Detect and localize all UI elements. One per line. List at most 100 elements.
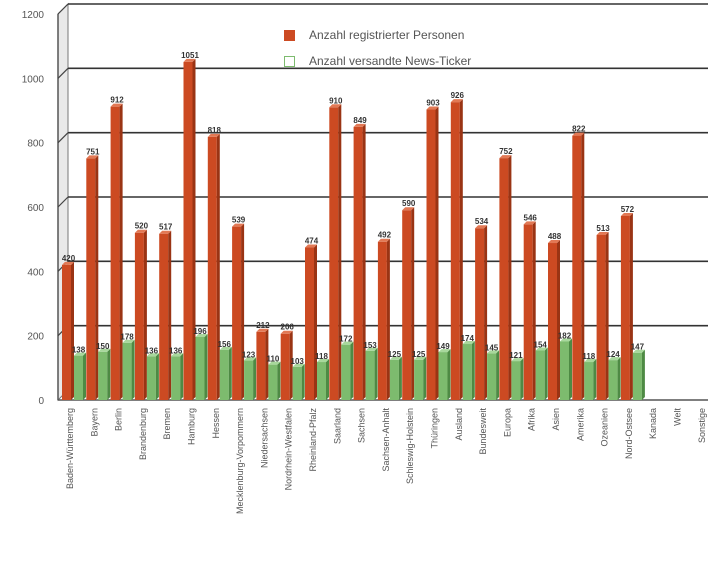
x-tick-label: Nord-Ostsee: [624, 408, 634, 459]
bar-tickers-side: [131, 339, 135, 400]
bar-registered-top: [353, 123, 366, 127]
bar-registered: [232, 226, 242, 400]
bar-label-tickers: 149: [436, 342, 450, 351]
bar-registered-top: [450, 99, 463, 103]
bar-tickers-side: [447, 349, 451, 400]
bar-registered: [475, 228, 485, 400]
gridline-wall: [57, 196, 69, 208]
bar-registered-top: [110, 103, 123, 107]
bar-registered-top: [499, 155, 512, 159]
bar-tickers-top: [584, 359, 597, 363]
bar-label-tickers: 174: [461, 334, 475, 343]
bar-registered-top: [232, 223, 245, 227]
bar-label-tickers: 136: [169, 346, 183, 355]
gridline-wall: [57, 3, 69, 15]
bar-tickers-side: [471, 341, 475, 400]
bar-registered: [329, 107, 339, 401]
bar-registered-top: [256, 328, 269, 332]
bar-tickers: [244, 360, 254, 400]
bar-tickers: [632, 352, 642, 400]
bar-registered-top: [134, 229, 147, 233]
bar-label-tickers: 136: [145, 346, 159, 355]
bar-registered-side: [532, 221, 536, 400]
y-tick-label: 0: [38, 396, 44, 407]
gridline-wall: [57, 67, 69, 79]
bar-tickers-side: [301, 363, 305, 400]
bar-registered-side: [168, 230, 172, 400]
y-tick-label: 1000: [22, 74, 45, 85]
bar-tickers-side: [374, 347, 378, 400]
y-tick-label: 400: [27, 267, 44, 278]
x-tick-label: Mecklenburg-Vorpommern: [235, 408, 245, 514]
bar-tickers: [98, 351, 108, 400]
bar-label-tickers: 138: [72, 346, 86, 355]
bar-registered: [207, 136, 217, 401]
bar-label-tickers: 182: [558, 331, 572, 340]
bar-label-tickers: 154: [534, 340, 548, 349]
y-tick-label: 200: [27, 332, 44, 343]
bar-registered-top: [572, 132, 585, 136]
legend-swatch-registered: [284, 29, 295, 41]
bar-tickers-side: [398, 356, 402, 400]
bar-registered-top: [548, 240, 560, 244]
bar-registered-side: [265, 328, 269, 400]
bar-label-registered: 212: [256, 321, 270, 330]
bar-label-tickers: 110: [266, 355, 279, 364]
bar-tickers-top: [608, 357, 621, 361]
bar-registered: [377, 241, 387, 400]
bar-registered-side: [241, 223, 245, 400]
x-tick-label: Nordrhein-Westfalen: [284, 408, 294, 490]
bar-tickers-side: [641, 349, 645, 400]
bar-tickers: [511, 361, 521, 400]
bar-tickers: [122, 342, 132, 400]
x-tick-label: Ausland: [454, 408, 464, 441]
bar-registered: [596, 234, 606, 400]
bar-registered-top: [62, 261, 74, 265]
x-tick-label: Thüringen: [430, 408, 440, 449]
bar-label-tickers: 123: [242, 350, 256, 359]
bar-registered: [86, 158, 96, 400]
bar-tickers: [195, 336, 205, 400]
x-tick-label: Ozeanien: [600, 408, 610, 447]
bar-tickers: [146, 356, 156, 400]
bar-label-tickers: 103: [291, 357, 305, 366]
bar-label-tickers: 125: [388, 350, 402, 359]
bar-label-tickers: 172: [339, 335, 353, 344]
bar-label-tickers: 118: [582, 352, 595, 361]
bar-tickers-side: [520, 358, 524, 400]
x-axis-labels: Baden-Württemberg Bayern Berlin Brandenburg…: [65, 408, 707, 515]
bar-registered-side: [484, 225, 488, 400]
bar-registered-side: [629, 213, 633, 400]
bar-tickers-top: [171, 353, 184, 357]
bar-label-registered: 520: [135, 222, 149, 231]
bar-registered-side: [557, 240, 560, 400]
bar-tickers-side: [107, 348, 111, 400]
bar-label-registered: 1051: [181, 51, 199, 60]
bar-registered-top: [183, 58, 196, 62]
x-tick-label: Europa: [502, 408, 512, 437]
bar-registered: [548, 243, 557, 400]
bar-registered-top: [86, 155, 99, 159]
bar-tickers-top: [560, 338, 572, 342]
bar-tickers: [268, 364, 278, 400]
bar-label-tickers: 124: [606, 350, 620, 359]
bar-registered-side: [71, 261, 74, 400]
legend: Anzahl registrierter Personen Anzahl ver…: [284, 22, 471, 74]
bar-registered-side: [289, 330, 293, 400]
bar-tickers-top: [244, 357, 257, 361]
bar-registered: [110, 106, 120, 400]
bar-label-registered: 517: [159, 223, 173, 232]
x-tick-label: Sachsen: [357, 408, 367, 443]
bar-label-registered: 492: [378, 231, 392, 240]
bar-tickers-top: [219, 346, 232, 350]
bar-tickers: [608, 360, 618, 400]
bar-tickers-side: [155, 353, 159, 400]
bar-tickers-top: [389, 356, 402, 360]
bar-tickers-top: [122, 339, 135, 343]
legend-label-registered: Anzahl registrierter Personen: [309, 28, 465, 42]
gridline-wall: [57, 132, 69, 144]
bar-label-registered: 903: [426, 99, 440, 108]
bar-registered-top: [402, 207, 415, 211]
bar-tickers-side: [180, 353, 184, 400]
